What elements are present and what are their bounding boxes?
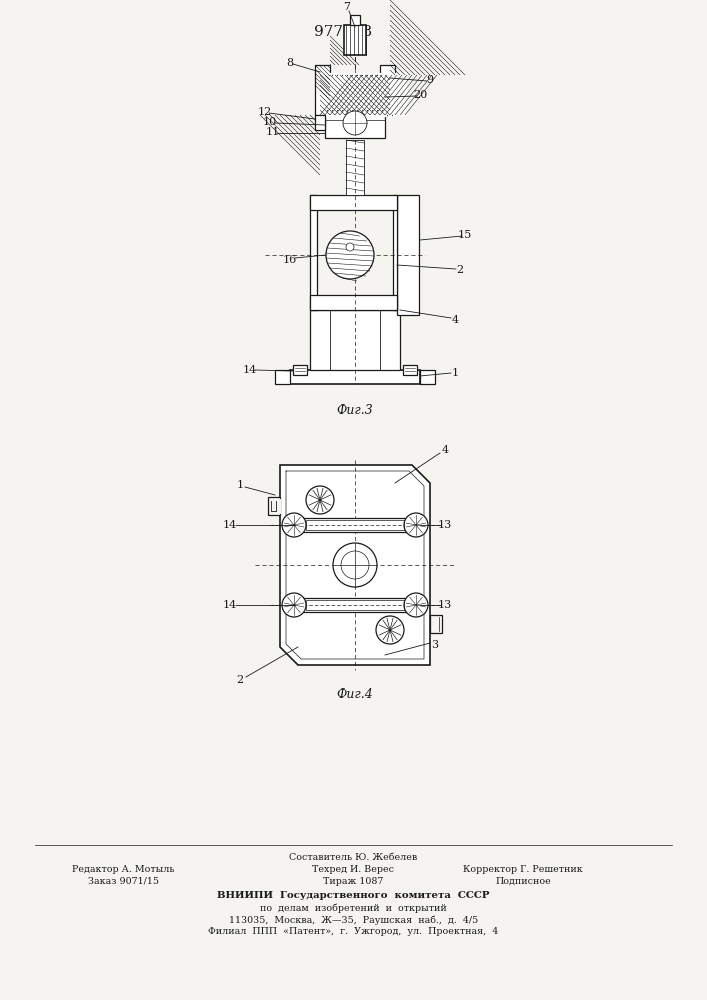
Bar	[346, 140, 364, 195]
Circle shape	[341, 551, 369, 579]
Polygon shape	[268, 497, 280, 515]
Text: 14: 14	[243, 365, 257, 375]
Text: 15: 15	[458, 230, 472, 240]
Bar	[420, 370, 435, 384]
Text: Корректор Г. Решетник: Корректор Г. Решетник	[463, 864, 583, 874]
Text: 8: 8	[286, 58, 293, 68]
Bar	[310, 310, 400, 370]
Bar	[290, 518, 420, 532]
Bar	[275, 370, 290, 384]
Polygon shape	[280, 465, 430, 665]
Text: 113035,  Москва,  Ж—35,  Раушская  наб.,  д.  4/5: 113035, Москва, Ж—35, Раушская наб., д. …	[229, 915, 478, 925]
Text: 3: 3	[431, 640, 438, 650]
Text: 7: 7	[344, 2, 351, 12]
Bar	[325, 110, 385, 138]
Circle shape	[404, 513, 428, 537]
Text: Подписное: Подписное	[496, 876, 551, 886]
Bar	[290, 598, 420, 612]
Text: 4: 4	[452, 315, 459, 325]
Circle shape	[376, 616, 404, 644]
Circle shape	[343, 111, 367, 135]
Circle shape	[326, 231, 374, 279]
Bar	[380, 65, 395, 115]
Bar	[344, 25, 366, 55]
Bar	[306, 600, 404, 610]
Text: ВНИИПИ  Государственного  комитета  СССР: ВНИИПИ Государственного комитета СССР	[217, 892, 490, 900]
Text: 14: 14	[223, 600, 237, 610]
Bar	[403, 365, 417, 375]
Text: 20: 20	[413, 90, 427, 100]
Text: Заказ 9071/15: Заказ 9071/15	[88, 876, 159, 886]
Text: 9: 9	[426, 75, 433, 85]
Text: 1: 1	[236, 480, 244, 490]
Text: Тираж 1087: Тираж 1087	[323, 876, 384, 886]
Bar	[350, 15, 360, 25]
Text: Фиг.4: Фиг.4	[337, 688, 373, 702]
Text: 977148: 977148	[315, 25, 373, 39]
Text: 2: 2	[457, 265, 464, 275]
Polygon shape	[310, 295, 397, 310]
Bar	[397, 195, 419, 315]
Circle shape	[404, 593, 428, 617]
Text: Филиал  ППП  «Патент»,  г.  Ужгород,  ул.  Проектная,  4: Филиал ППП «Патент», г. Ужгород, ул. Про…	[209, 927, 498, 936]
Text: 4: 4	[441, 445, 448, 455]
Polygon shape	[310, 195, 317, 310]
Bar	[306, 520, 404, 530]
Text: Редактор А. Мотыль: Редактор А. Мотыль	[73, 864, 175, 874]
Bar	[320, 75, 390, 115]
Text: Фиг.3: Фиг.3	[337, 403, 373, 416]
Text: 13: 13	[438, 600, 452, 610]
Text: 10: 10	[263, 117, 277, 127]
Text: 13: 13	[438, 520, 452, 530]
Text: по  делам  изобретений  и  открытий: по делам изобретений и открытий	[260, 903, 447, 913]
Circle shape	[282, 593, 306, 617]
Polygon shape	[271, 499, 280, 513]
Text: 2: 2	[236, 675, 244, 685]
Bar	[293, 365, 307, 375]
Text: 12: 12	[258, 107, 272, 117]
Polygon shape	[430, 615, 442, 633]
Bar	[315, 65, 330, 115]
Text: Составитель Ю. Жебелев: Составитель Ю. Жебелев	[289, 852, 418, 861]
Bar	[315, 115, 325, 130]
Circle shape	[282, 513, 306, 537]
Bar	[290, 370, 420, 384]
Text: 14: 14	[223, 520, 237, 530]
Polygon shape	[310, 195, 397, 210]
Text: 1: 1	[452, 368, 459, 378]
Circle shape	[333, 543, 377, 587]
Circle shape	[346, 243, 354, 251]
Polygon shape	[393, 195, 397, 310]
Text: 11: 11	[266, 127, 280, 137]
Circle shape	[306, 486, 334, 514]
Text: Техред И. Верес: Техред И. Верес	[312, 864, 395, 874]
Text: 16: 16	[283, 255, 297, 265]
